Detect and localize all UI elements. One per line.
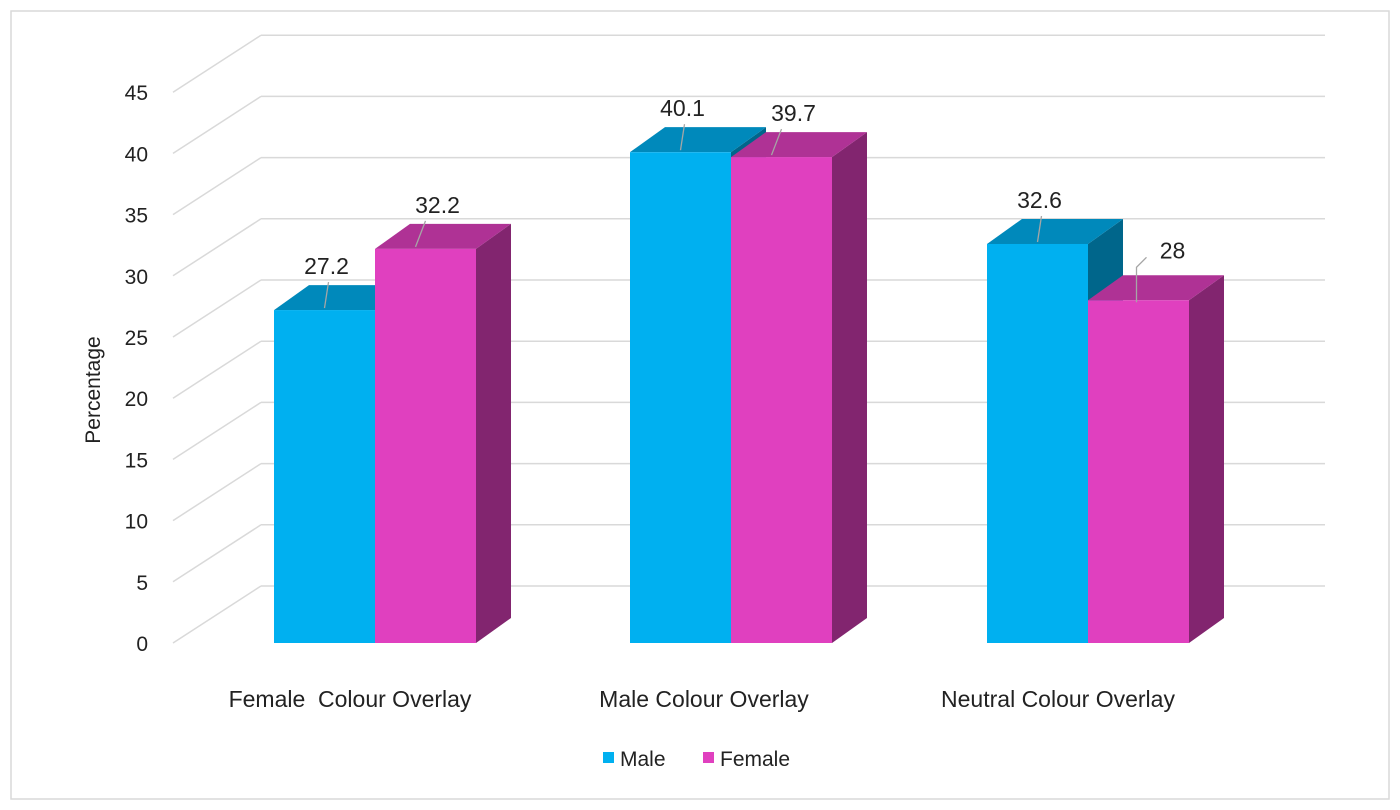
- leader-line: [1135, 256, 1147, 303]
- x-axis-categories: Female Colour Overlay Male Colour Overlay…: [229, 686, 1176, 712]
- legend: Male Female: [603, 748, 790, 771]
- bar-top: [731, 132, 867, 158]
- x-category-label: Female Colour Overlay: [229, 686, 472, 712]
- y-tick-label: 30: [125, 266, 148, 289]
- leader-line: [414, 220, 427, 248]
- legend-swatch: [703, 752, 714, 763]
- gridline-side: [172, 585, 262, 644]
- data-label: 27.2: [304, 253, 349, 279]
- bars: [274, 127, 1224, 643]
- bar-front: [274, 310, 375, 643]
- bar-front: [987, 243, 1088, 643]
- gridline-side: [172, 156, 262, 216]
- leader-line: [679, 124, 686, 151]
- bar-female-2: [731, 132, 867, 643]
- data-label: 28: [1160, 237, 1186, 263]
- bar-side: [1189, 275, 1224, 643]
- gridline-side: [172, 340, 262, 399]
- bar-female-3: [1088, 275, 1224, 643]
- y-tick-label: 20: [125, 388, 148, 411]
- gridline-side: [172, 401, 262, 461]
- x-category-label: Neutral Colour Overlay: [941, 686, 1175, 712]
- bar-front: [1088, 300, 1189, 643]
- y-tick-label: 35: [125, 205, 148, 228]
- gridline-side: [172, 524, 262, 583]
- y-tick-label: 0: [136, 633, 148, 656]
- gridline-side: [172, 218, 262, 277]
- legend-label: Male: [620, 748, 666, 771]
- y-axis-ticks: 0 5 10 15 20 25 30 35 40 45: [125, 82, 148, 656]
- gridline-side: [172, 279, 262, 338]
- bar-side: [832, 132, 867, 643]
- x-category-label: Male Colour Overlay: [599, 686, 809, 712]
- y-tick-label: 15: [125, 449, 148, 472]
- bar-side: [476, 223, 511, 643]
- gridline-side: [172, 34, 262, 93]
- y-tick-label: 45: [125, 82, 148, 105]
- y-axis-label: Percentage: [82, 336, 105, 443]
- y-tick-label: 25: [125, 327, 148, 350]
- bar-top: [375, 223, 511, 249]
- leader-line: [770, 128, 783, 156]
- bar-female-1: [375, 223, 511, 643]
- data-label: 32.6: [1017, 187, 1062, 213]
- legend-label: Female: [720, 748, 790, 771]
- bar-front: [731, 157, 832, 643]
- bar-top: [987, 218, 1123, 244]
- data-label: 39.7: [771, 100, 816, 126]
- bar-front: [630, 152, 731, 643]
- bar-top: [630, 127, 766, 153]
- y-tick-label: 10: [125, 511, 148, 534]
- y-tick-label: 5: [136, 572, 148, 595]
- legend-swatch: [603, 752, 614, 763]
- leader-line: [323, 281, 330, 309]
- gridline-side: [172, 462, 262, 522]
- bar-front: [375, 248, 476, 643]
- y-tick-label: 40: [125, 143, 148, 166]
- data-label: 40.1: [660, 95, 705, 121]
- gridline-side: [172, 95, 262, 155]
- data-labels: 27.2 32.2 40.1 39.7 32.6 28: [304, 95, 1186, 309]
- data-label: 32.2: [415, 192, 460, 218]
- leader-line: [1036, 215, 1043, 243]
- bar-top: [1088, 275, 1224, 301]
